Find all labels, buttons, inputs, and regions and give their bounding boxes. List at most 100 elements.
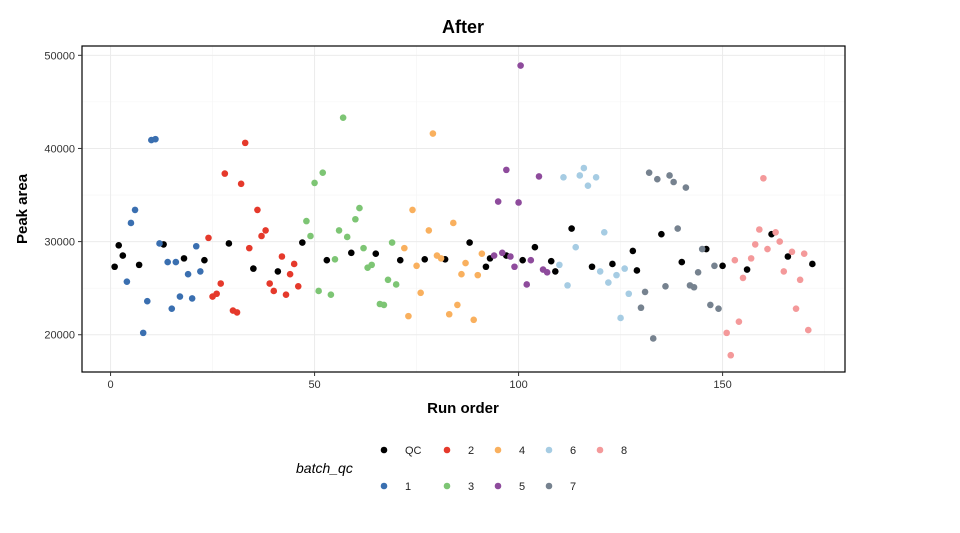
data-point-batch-2	[217, 280, 225, 287]
data-point-batch-7	[641, 288, 649, 296]
data-point-batch-4	[474, 271, 482, 279]
data-point-batch-1	[139, 329, 147, 337]
data-point-batch-5	[498, 249, 506, 257]
data-point-qc	[421, 255, 429, 263]
data-point-batch-3	[343, 233, 351, 241]
legend-label: 6	[570, 445, 576, 457]
chart-title: After	[442, 17, 484, 37]
data-point-batch-4	[470, 316, 478, 324]
data-point-batch-3	[352, 215, 359, 223]
data-point-qc	[299, 239, 306, 246]
data-point-batch-5	[515, 199, 522, 206]
data-point-batch-3	[368, 261, 375, 269]
legend-key-batch-3	[443, 482, 451, 490]
data-point-batch-4	[445, 310, 453, 318]
x-tick-label: 50	[308, 379, 320, 391]
data-point-batch-3	[360, 244, 367, 252]
data-point-batch-7	[662, 283, 669, 290]
data-point-batch-7	[654, 175, 661, 183]
plot-panel-border	[81, 45, 846, 373]
data-point-batch-3	[388, 239, 396, 246]
data-point-batch-8	[788, 248, 796, 256]
y-tick-label: 30000	[44, 237, 75, 249]
data-point-batch-8	[751, 241, 759, 248]
data-point-batch-2	[213, 290, 220, 298]
data-point-qc	[743, 266, 751, 273]
data-point-batch-2	[258, 232, 265, 240]
data-point-qc	[519, 256, 526, 264]
legend-label: 8	[621, 445, 627, 457]
data-point-batch-6	[592, 174, 600, 181]
data-point-batch-5	[511, 263, 518, 271]
data-point-batch-8	[796, 276, 804, 284]
data-point-batch-2	[205, 234, 212, 242]
data-point-batch-8	[731, 256, 739, 264]
legend-label: 2	[468, 445, 474, 457]
legend-label: 4	[519, 445, 525, 457]
data-point-batch-4	[409, 206, 416, 214]
data-point-batch-6	[613, 271, 620, 279]
legend: batch_qc QC 1 2 3 4 5 6 7 8	[296, 445, 627, 493]
data-point-batch-1	[188, 295, 196, 302]
data-point-batch-7	[674, 225, 682, 232]
data-point-batch-6	[605, 279, 612, 286]
data-point-batch-3	[356, 204, 363, 212]
x-tick-label: 150	[713, 379, 731, 391]
data-point-batch-6	[621, 265, 628, 272]
legend-key-batch-6	[545, 446, 553, 454]
data-point-batch-8	[727, 351, 735, 359]
data-point-batch-7	[670, 178, 677, 186]
data-point-batch-1	[127, 219, 135, 227]
data-point-qc	[115, 242, 123, 249]
legend-key-batch-2	[443, 446, 451, 454]
data-point-batch-4	[405, 312, 412, 320]
data-point-qc	[784, 253, 792, 260]
data-point-batch-3	[327, 291, 335, 298]
axis-ticks: 0 50 100 150 20000 30000 40000 50000	[44, 50, 731, 391]
data-point-batch-2	[262, 227, 269, 234]
data-point-batch-2	[221, 170, 229, 177]
data-point-batch-8	[760, 174, 767, 182]
legend-title: batch_qc	[296, 460, 353, 476]
data-point-qc	[658, 230, 665, 238]
y-tick-label: 50000	[44, 50, 75, 62]
data-point-batch-4	[425, 227, 433, 234]
data-point-qc	[531, 243, 539, 251]
data-point-batch-1	[168, 305, 176, 312]
data-point-qc	[372, 250, 380, 258]
data-point-batch-8	[747, 255, 755, 262]
data-point-batch-8	[739, 274, 747, 282]
data-point-qc	[568, 225, 575, 232]
legend-label: 3	[468, 481, 474, 493]
data-point-batch-1	[152, 135, 159, 143]
data-point-batch-4	[478, 250, 486, 258]
data-point-qc	[225, 240, 233, 247]
data-point-batch-2	[241, 139, 249, 147]
data-point-batch-1	[164, 258, 171, 266]
data-point-batch-2	[254, 206, 261, 214]
legend-key-batch-4	[494, 446, 502, 454]
data-point-batch-2	[294, 283, 302, 290]
data-point-batch-2	[245, 244, 253, 252]
data-point-batch-7	[694, 269, 702, 276]
data-point-batch-5	[490, 252, 498, 259]
data-point-qc	[250, 265, 257, 272]
legend-key-qc	[380, 446, 388, 454]
data-point-batch-6	[580, 164, 588, 172]
legend-key-batch-7	[545, 482, 553, 490]
legend-key-batch-1	[380, 482, 388, 490]
data-point-batch-1	[143, 297, 151, 305]
data-point-batch-7	[682, 184, 690, 191]
data-point-batch-3	[335, 227, 343, 234]
data-point-batch-1	[192, 242, 200, 250]
data-point-batch-6	[617, 314, 624, 322]
data-point-qc	[809, 260, 816, 268]
data-point-batch-2	[233, 309, 241, 316]
legend-label: 1	[405, 481, 411, 493]
data-point-batch-7	[707, 301, 714, 309]
data-point-batch-7	[637, 304, 645, 312]
data-point-qc	[119, 252, 127, 259]
data-point-batch-8	[772, 228, 779, 236]
data-point-batch-7	[645, 169, 653, 176]
data-point-batch-6	[625, 290, 633, 298]
